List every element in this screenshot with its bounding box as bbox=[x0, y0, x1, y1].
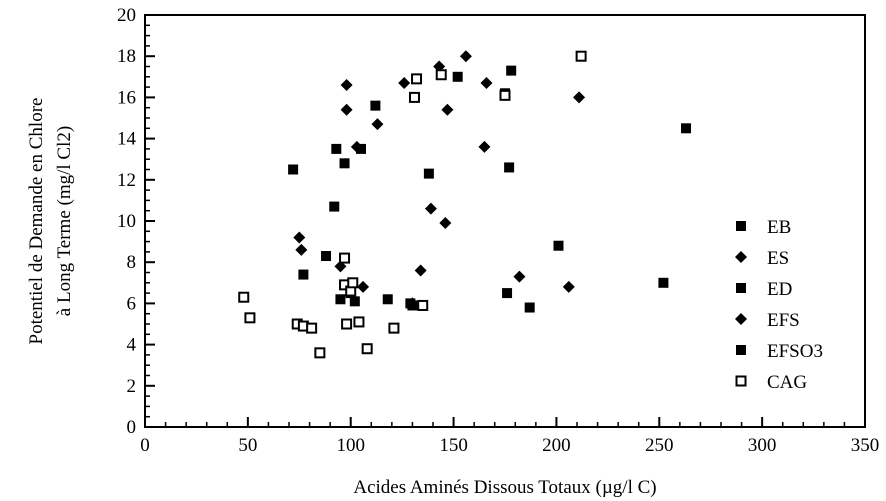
x-tick-label: 0 bbox=[140, 435, 150, 456]
data-point-cag bbox=[306, 322, 318, 334]
x-tick-label: 350 bbox=[851, 435, 880, 456]
data-point-cag bbox=[353, 316, 365, 328]
y-tick-label: 8 bbox=[127, 252, 137, 273]
data-point-cag bbox=[361, 343, 373, 355]
data-point-cag bbox=[575, 50, 587, 62]
legend-label-ed: ED bbox=[767, 279, 792, 300]
data-point-es bbox=[573, 91, 586, 104]
data-point-es bbox=[480, 76, 493, 89]
data-point-es bbox=[439, 217, 452, 230]
y-tick-label: 12 bbox=[117, 170, 136, 191]
data-point-cag bbox=[347, 277, 359, 289]
data-point-eb bbox=[329, 201, 340, 212]
data-point-cag bbox=[499, 89, 511, 101]
legend-marker-efs bbox=[735, 313, 747, 325]
data-point-es bbox=[478, 140, 491, 153]
y-tick-label: 6 bbox=[127, 293, 137, 314]
data-point-es bbox=[295, 243, 308, 256]
data-point-es bbox=[459, 50, 472, 63]
data-point-ed bbox=[298, 269, 309, 280]
y-tick-label: 0 bbox=[127, 417, 137, 438]
data-point-ed bbox=[553, 240, 564, 251]
axis-ticks: 0 50 100 150 200 250 300 350 0 2 4 6 8 10 12 14 16 18 20 bbox=[117, 5, 879, 456]
data-point-eb bbox=[382, 294, 393, 305]
plot-frame bbox=[144, 14, 866, 428]
data-point-cag bbox=[314, 347, 326, 359]
data-point-ed bbox=[658, 277, 669, 288]
data-point-es bbox=[513, 270, 526, 283]
data-point-es bbox=[562, 280, 575, 293]
legend-marker-efso3 bbox=[736, 345, 746, 355]
y-tick-label: 14 bbox=[117, 129, 137, 150]
x-tick-label: 200 bbox=[542, 435, 571, 456]
y-tick-label: 16 bbox=[117, 87, 136, 108]
data-point-eb bbox=[356, 143, 366, 154]
data-point-es bbox=[340, 79, 353, 92]
data-point-es bbox=[424, 202, 437, 215]
y-tick-label: 18 bbox=[117, 46, 136, 67]
legend-marker-ed bbox=[736, 283, 746, 293]
y-tick-label: 2 bbox=[127, 376, 137, 397]
data-point-efso3 bbox=[506, 65, 517, 76]
x-axis-title: Acides Aminés Dissous Totaux (µg/l C) bbox=[353, 477, 656, 498]
data-point-ed bbox=[524, 302, 535, 313]
data-point-efso3 bbox=[407, 300, 418, 311]
data-point-cag bbox=[341, 318, 353, 330]
data-point-eb bbox=[339, 158, 350, 169]
y-tick-label: 4 bbox=[127, 335, 137, 356]
legend-label-cag: CAG bbox=[767, 372, 807, 393]
legend-marker-eb bbox=[736, 221, 746, 231]
data-point-ed bbox=[681, 123, 692, 134]
data-point-eb bbox=[288, 164, 299, 175]
y-axis-title-line-2: à Long Terme (mg/l Cl2) bbox=[54, 126, 75, 316]
x-tick-label: 250 bbox=[645, 435, 674, 456]
data-point-efs bbox=[357, 280, 370, 293]
data-point-es bbox=[441, 103, 454, 116]
y-tick-label: 10 bbox=[117, 211, 136, 232]
data-point-eb bbox=[423, 168, 434, 179]
data-point-cag bbox=[244, 312, 256, 324]
data-point-cag bbox=[435, 69, 447, 81]
legend-marker-es bbox=[735, 251, 747, 263]
data-point-es bbox=[371, 118, 384, 131]
data-point-ed bbox=[335, 294, 346, 305]
data-points bbox=[238, 50, 692, 359]
data-point-eb bbox=[504, 162, 515, 173]
legend-label-efs: EFS bbox=[767, 310, 800, 331]
legend: EB ES ED EFS EFSO3 CAG bbox=[735, 217, 823, 393]
x-tick-label: 150 bbox=[439, 435, 468, 456]
y-axis-title-line-1: Potentiel de Demande en Chlore bbox=[26, 98, 47, 345]
data-point-es bbox=[398, 76, 411, 89]
data-point-eb bbox=[502, 288, 513, 299]
x-tick-label: 300 bbox=[748, 435, 777, 456]
data-point-cag bbox=[238, 291, 250, 303]
data-point-es bbox=[293, 231, 306, 244]
data-point-cag bbox=[417, 299, 429, 311]
data-point-eb bbox=[331, 143, 342, 154]
data-point-ed bbox=[321, 251, 332, 262]
legend-label-efso3: EFSO3 bbox=[767, 341, 823, 362]
x-tick-label: 50 bbox=[238, 435, 257, 456]
data-point-eb bbox=[370, 100, 381, 111]
legend-label-eb: EB bbox=[767, 217, 791, 238]
data-point-efs bbox=[414, 264, 427, 277]
data-point-eb bbox=[452, 71, 463, 82]
data-point-cag bbox=[408, 91, 420, 103]
data-point-cag bbox=[339, 252, 351, 264]
y-tick-label: 20 bbox=[117, 5, 136, 26]
legend-marker-cag bbox=[735, 375, 747, 387]
data-point-es bbox=[350, 140, 363, 153]
data-point-cag bbox=[388, 322, 400, 334]
legend-label-es: ES bbox=[767, 248, 789, 269]
x-tick-label: 100 bbox=[336, 435, 365, 456]
data-point-cag bbox=[411, 73, 423, 85]
data-point-ed bbox=[349, 296, 360, 307]
data-point-es bbox=[340, 103, 353, 116]
